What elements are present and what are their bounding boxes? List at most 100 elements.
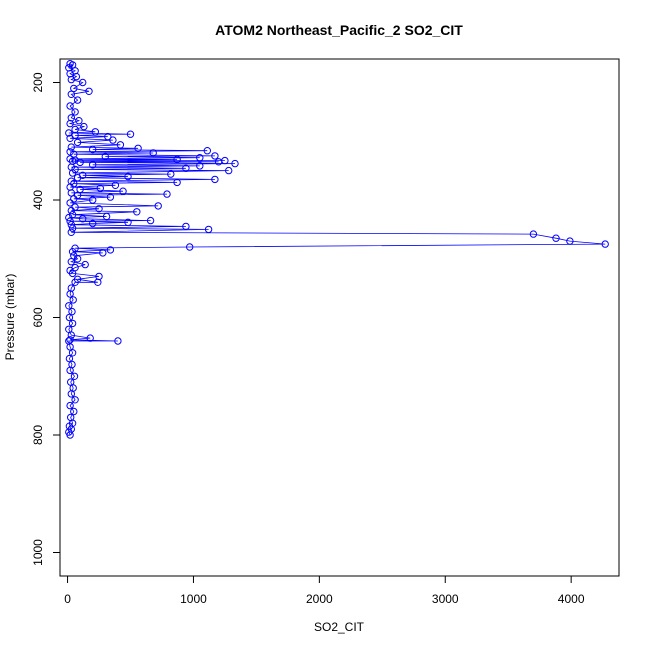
data-point xyxy=(66,199,74,207)
data-point xyxy=(111,181,120,190)
data-point xyxy=(68,211,77,219)
data-point xyxy=(70,372,79,380)
data-point xyxy=(173,178,181,187)
data-point xyxy=(68,360,76,369)
data-point xyxy=(68,319,77,328)
data-point xyxy=(81,260,89,269)
y-tick-label: 600 xyxy=(31,307,45,327)
data-point xyxy=(67,378,75,386)
data-point xyxy=(186,243,194,251)
data-point xyxy=(70,179,78,188)
data-series xyxy=(65,60,609,439)
data-point xyxy=(204,225,213,234)
data-point xyxy=(95,272,103,281)
data-point xyxy=(67,221,76,229)
data-point xyxy=(101,152,110,161)
data-point xyxy=(73,275,82,283)
data-point xyxy=(73,138,82,147)
data-point xyxy=(68,224,77,232)
y-axis-label: Pressure (mbar) xyxy=(3,274,17,361)
data-point xyxy=(182,222,190,231)
data-point xyxy=(66,60,74,68)
data-point xyxy=(66,217,74,225)
y-tick-label: 200 xyxy=(31,72,45,92)
data-point xyxy=(106,246,115,254)
data-point xyxy=(71,244,79,252)
data-point xyxy=(67,177,76,185)
data-point xyxy=(221,156,229,165)
data-point xyxy=(211,152,219,160)
data-point xyxy=(106,193,115,201)
data-point xyxy=(104,132,112,141)
data-point xyxy=(65,313,74,322)
data-point xyxy=(65,325,73,333)
data-point xyxy=(66,155,74,163)
data-point xyxy=(225,166,233,175)
data-point xyxy=(75,117,83,125)
data-point xyxy=(66,401,74,410)
data-point xyxy=(68,307,76,316)
data-point xyxy=(79,78,87,87)
data-point xyxy=(89,161,97,169)
data-point xyxy=(65,302,73,310)
data-point xyxy=(124,218,132,227)
data-point xyxy=(67,114,76,122)
data-point xyxy=(71,263,79,272)
data-point xyxy=(134,144,142,153)
data-point xyxy=(71,203,79,211)
data-point xyxy=(124,172,132,181)
data-point xyxy=(89,196,97,204)
data-point xyxy=(126,130,135,138)
data-point xyxy=(67,413,75,422)
data-point xyxy=(67,143,76,151)
data-point xyxy=(102,212,111,221)
data-point xyxy=(99,249,107,257)
data-point xyxy=(552,234,560,242)
data-point xyxy=(71,108,79,116)
x-tick-label: 0 xyxy=(64,592,71,606)
data-point xyxy=(133,208,141,216)
data-point xyxy=(70,150,78,158)
data-point xyxy=(146,216,155,225)
x-tick-label: 1000 xyxy=(180,592,207,606)
data-point xyxy=(70,252,78,260)
chart-title: ATOM2 Northeast_Pacific_2 SO2_CIT xyxy=(215,22,463,38)
data-point xyxy=(119,187,127,195)
y-axis: 200 400 600 800 1000 xyxy=(31,72,61,566)
data-point xyxy=(182,164,190,173)
data-point xyxy=(231,159,239,168)
data-point xyxy=(71,131,79,140)
data-point xyxy=(163,190,171,198)
data-point xyxy=(196,154,204,162)
data-point xyxy=(65,129,73,137)
x-tick-label: 2000 xyxy=(306,592,333,606)
data-point xyxy=(89,145,97,154)
x-tick-label: 4000 xyxy=(558,592,585,606)
data-point xyxy=(149,149,157,157)
data-point xyxy=(116,141,125,149)
data-point xyxy=(154,202,162,210)
data-point xyxy=(66,148,74,156)
data-point xyxy=(86,334,94,342)
data-point xyxy=(66,336,74,344)
data-point xyxy=(71,396,79,404)
y-tick-label: 400 xyxy=(31,190,45,210)
data-point xyxy=(66,102,74,110)
data-point xyxy=(79,215,87,223)
data-point xyxy=(71,125,79,134)
data-point xyxy=(69,296,77,304)
data-point xyxy=(71,165,79,174)
data-point xyxy=(85,87,93,96)
data-point xyxy=(529,230,538,238)
data-point xyxy=(601,240,609,248)
data-point xyxy=(65,354,74,363)
data-point xyxy=(196,162,204,170)
data-point xyxy=(95,205,103,213)
data-point xyxy=(173,155,181,164)
data-point xyxy=(211,175,219,184)
data-point xyxy=(167,170,175,178)
y-tick-label: 800 xyxy=(31,425,45,445)
y-tick-label: 1000 xyxy=(31,539,45,566)
